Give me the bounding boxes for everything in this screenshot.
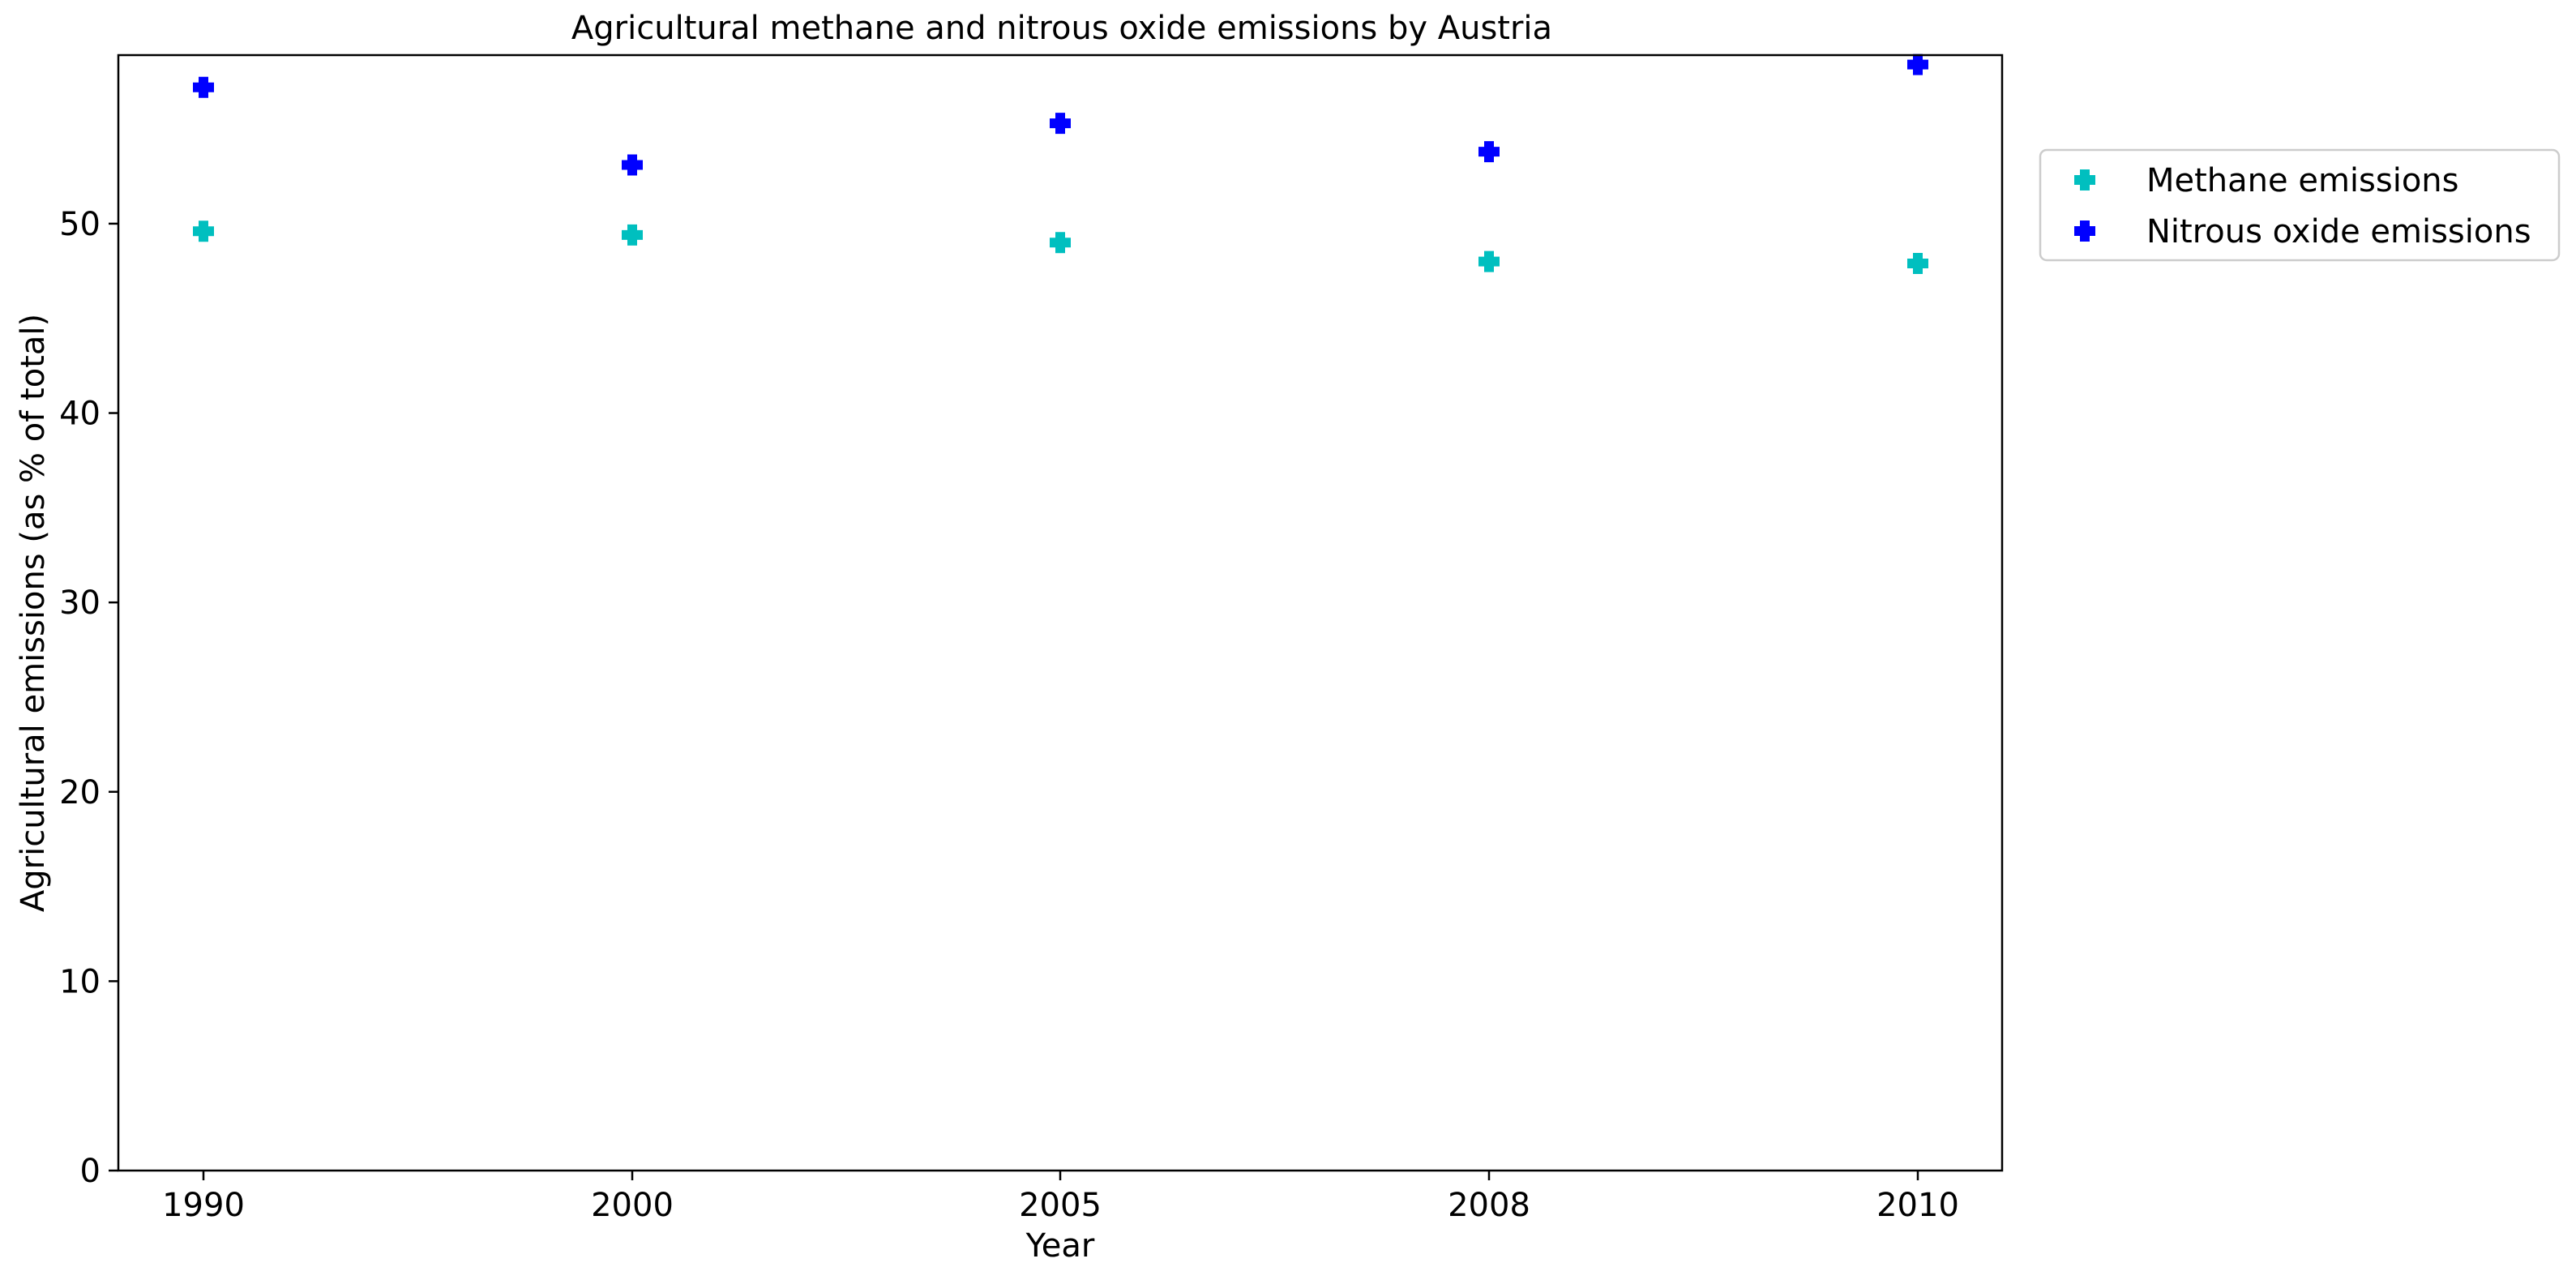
legend: Methane emissions Nitrous oxide emissions [2039,148,2561,262]
x-tick-label: 1990 [162,1187,245,1224]
data-point [1050,113,1071,135]
legend-frame [2039,148,2561,262]
x-tick-label: 2010 [1876,1187,1959,1224]
data-point [193,220,214,242]
legend-label: Nitrous oxide emissions [2146,213,2531,250]
x-tick-label: 2005 [1019,1187,1102,1224]
series-2 [193,54,1928,176]
y-tick-label: 40 [59,396,101,433]
y-tick-label: 10 [59,963,101,1000]
x-axis-ticks: 1990 2000 2005 2008 2010 [162,1171,1959,1224]
y-tick-label: 20 [59,774,101,811]
data-point [1478,141,1500,163]
legend-label: Methane emissions [2146,162,2459,199]
data-point [1907,252,1928,274]
plot-area [193,54,1928,274]
legend-marker [2074,220,2095,242]
data-point [193,76,214,98]
data-point [622,224,643,246]
y-tick-label: 30 [59,584,101,622]
y-tick-label: 50 [59,206,101,243]
legend-marker [2074,169,2095,191]
series-1 [193,220,1928,274]
data-point [622,154,643,176]
x-tick-label: 2008 [1448,1187,1530,1224]
chart-title: Agricultural methane and nitrous oxide e… [571,10,1552,47]
y-axis-label: Agricultural emissions (as % of total) [15,314,52,912]
x-axis-label: Year [1025,1227,1095,1265]
x-tick-label: 2000 [591,1187,674,1224]
data-point [1907,54,1928,75]
data-point [1050,232,1071,254]
y-axis-ticks: 0 10 20 30 40 50 [59,206,118,1190]
legend-items: Methane emissions Nitrous oxide emissions [2074,162,2531,250]
data-point [1478,250,1500,272]
y-tick-label: 0 [80,1153,101,1190]
